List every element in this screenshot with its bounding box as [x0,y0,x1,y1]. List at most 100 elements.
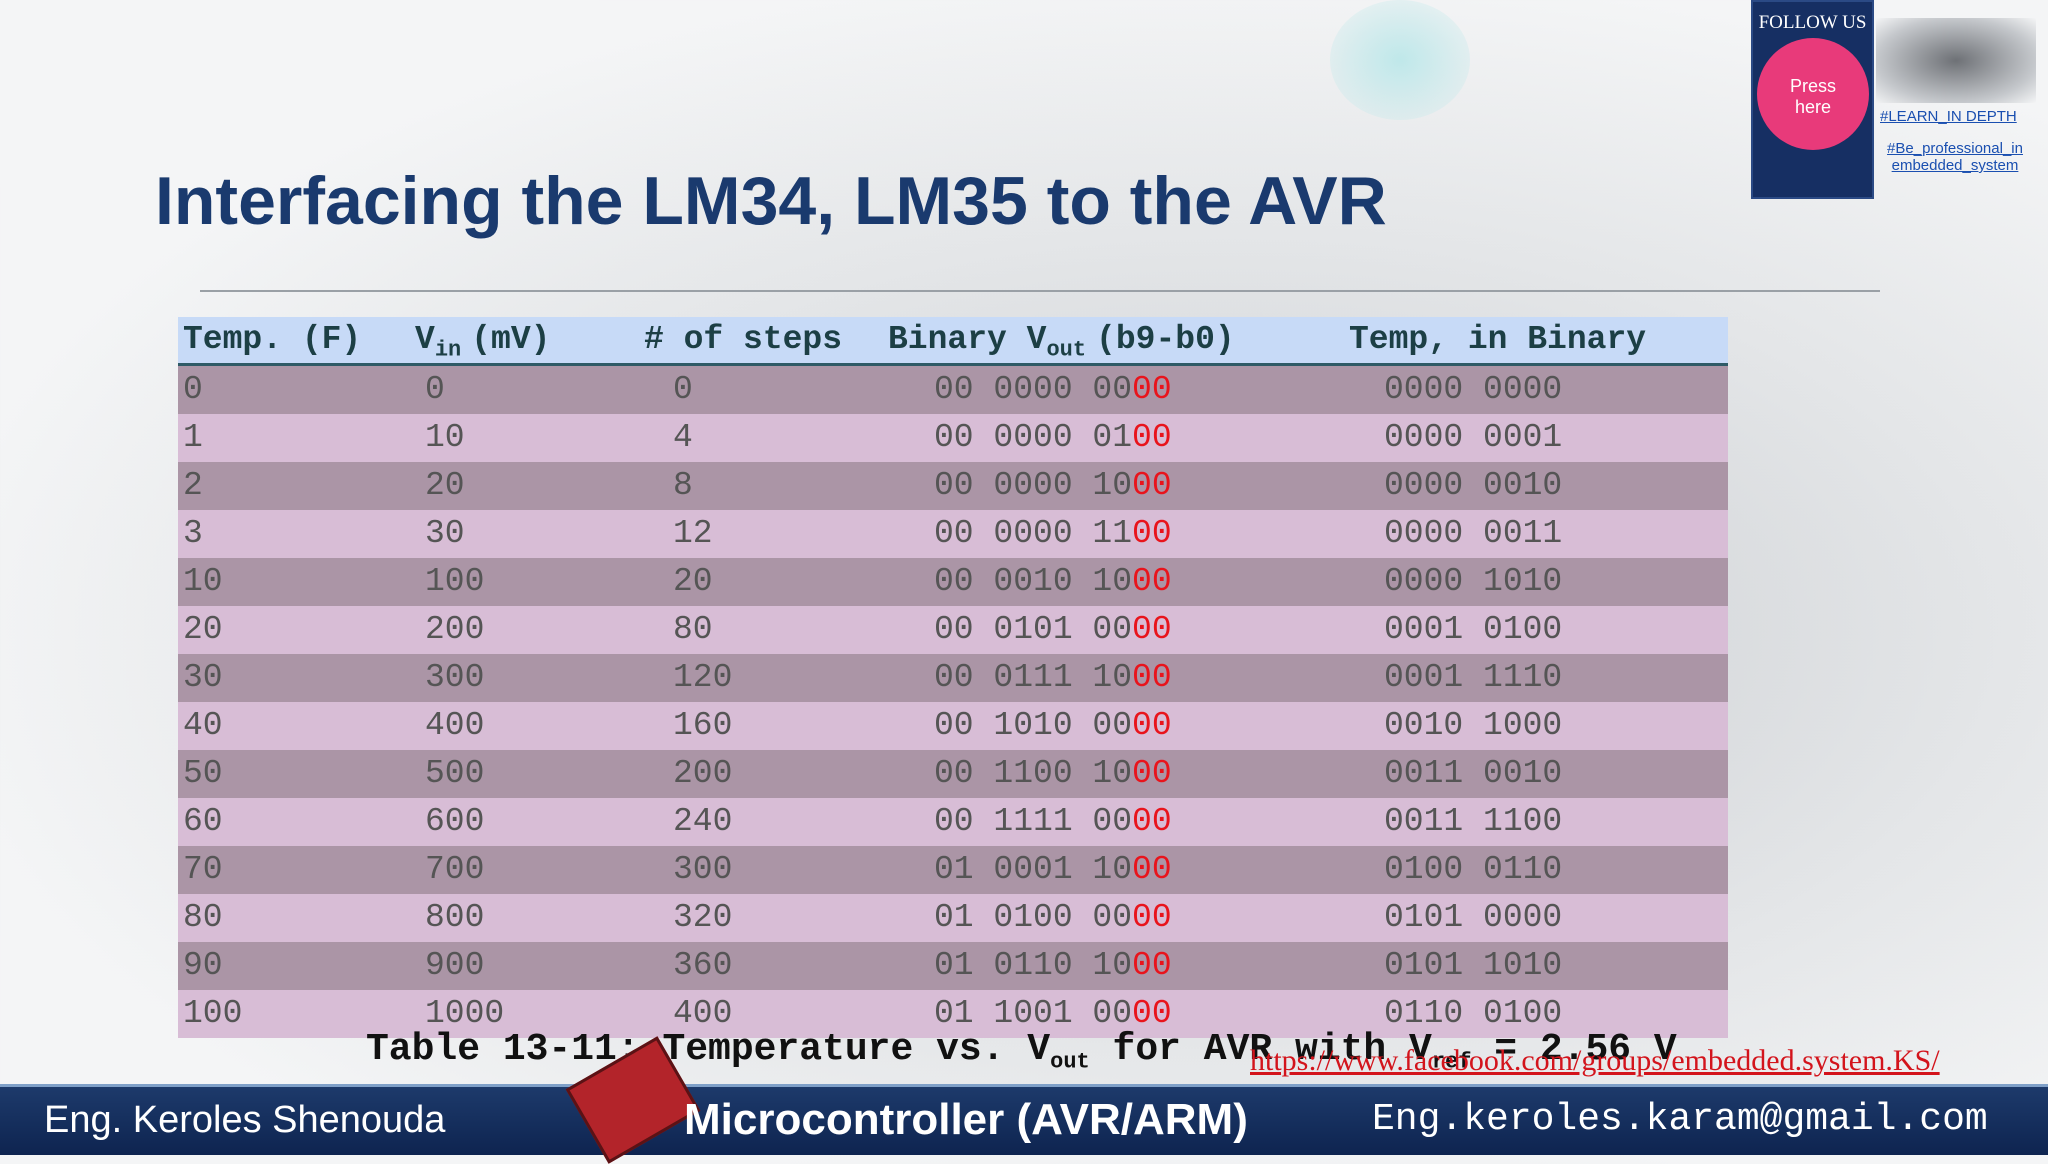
binary-low: 00 [1132,947,1172,984]
follow-widget[interactable]: FOLLOW US Press here [1751,0,1874,199]
follow-heading: FOLLOW US [1758,12,1867,33]
table-cell: 0110 0100 [1384,995,1563,1032]
table-cell: 8 [673,467,693,504]
table-cell: 20 [425,467,465,504]
binary-high: 01 0001 10 [934,851,1133,888]
table-cell: 00 1100 1000 [934,750,1172,798]
table-row: 1 10 4 00 0000 0100 0000 0001 [178,414,1728,462]
press-button[interactable]: Press here [1757,38,1869,150]
caption-text: = 2.56 V [1494,1028,1677,1071]
table-cell: 80 [183,899,223,936]
binary-low: 00 [1132,419,1172,456]
table-row: 20 200 80 00 0101 0000 0001 0100 [178,606,1728,654]
table-cell: 0 [183,371,203,408]
binary-low: 00 [1132,803,1172,840]
header-sub: out [1046,337,1087,363]
table-cell: 01 1001 0000 [934,990,1172,1038]
table-cell: 360 [673,947,733,984]
header-cell: Temp, in Binary [1349,321,1647,358]
group-link[interactable]: https://www.facebook.com/groups/embedded… [1250,1044,1940,1077]
binary-high: 01 0110 10 [934,947,1133,984]
table-cell: 0000 0000 [1384,371,1563,408]
table-cell: 2 [183,467,203,504]
binary-low: 00 [1132,851,1172,888]
header-text: V [415,321,435,358]
table-cell: 20 [673,563,713,600]
table-cell: 10 [425,419,465,456]
binary-high: 00 1010 00 [934,707,1133,744]
table-cell: 400 [673,995,733,1032]
header-text: (b9-b0) [1096,321,1235,358]
table-row: 100 1000 400 01 1001 0000 0110 0100 [178,990,1728,1038]
header-text: (mV) [471,321,551,358]
table-cell: 0001 1110 [1384,659,1563,696]
footer-bar: Eng. Keroles Shenouda Microcontroller (A… [0,1036,2048,1164]
table-cell: 00 0000 0100 [934,414,1172,462]
table-cell: 01 0001 1000 [934,846,1172,894]
table-row: 10 100 20 00 0010 1000 0000 1010 [178,558,1728,606]
binary-low: 00 [1132,515,1172,552]
binary-high: 00 0000 11 [934,515,1133,552]
table-cell: 800 [425,899,485,936]
header-cell: Vin (mV) [415,317,550,374]
table-row: 3 30 12 00 0000 1100 0000 0011 [178,510,1728,558]
binary-low: 00 [1132,659,1172,696]
table-cell: 0011 1100 [1384,803,1563,840]
binary-low: 00 [1132,995,1172,1032]
email: Eng.keroles.karam@gmail.com [1372,1098,1988,1141]
table-cell: 60 [183,803,223,840]
table-cell: 0 [425,371,445,408]
binary-high: 00 0010 10 [934,563,1133,600]
header-text: Binary V [888,321,1047,358]
tag-link[interactable]: #LEARN_IN DEPTH [1880,108,2017,125]
header-sub: in [434,337,462,363]
caption-sub: out [1050,1049,1090,1075]
tag-link[interactable]: #Be_professional_in embedded_system [1887,140,2023,174]
table-row: 50 500 200 00 1100 1000 0011 0010 [178,750,1728,798]
table-cell: 0000 0010 [1384,467,1563,504]
data-table: Temp. (F) Vin (mV) # of steps Binary Vout (b9… [178,317,1728,1038]
table-cell: 240 [673,803,733,840]
course: Microcontroller (AVR/ARM) [684,1095,1248,1144]
header-cell: Temp. (F) [183,321,362,358]
table-cell: 320 [673,899,733,936]
binary-low: 00 [1132,707,1172,744]
binary-high: 00 0000 00 [934,371,1133,408]
binary-high: 01 1001 00 [934,995,1133,1032]
binary-low: 00 [1132,899,1172,936]
binary-high: 01 0100 00 [934,899,1133,936]
table-cell: 00 0111 1000 [934,654,1172,702]
table-cell: 90 [183,947,223,984]
table-row: 40 400 160 00 1010 0000 0010 1000 [178,702,1728,750]
table-cell: 100 [183,995,243,1032]
table-cell: 0 [673,371,693,408]
table-cell: 200 [425,611,485,648]
table-cell: 00 0000 0000 [934,366,1172,414]
table-cell: 30 [183,659,223,696]
table-cell: 200 [673,755,733,792]
table-row: 60 600 240 00 1111 0000 0011 1100 [178,798,1728,846]
binary-low: 00 [1132,563,1172,600]
table-cell: 160 [673,707,733,744]
table-cell: 00 0101 0000 [934,606,1172,654]
table-cell: 40 [183,707,223,744]
binary-low: 00 [1132,611,1172,648]
table-cell: 3 [183,515,203,552]
table-cell: 0100 0110 [1384,851,1563,888]
caption-text: for AVR with V [1112,1028,1432,1071]
table-row: 2 20 8 00 0000 1000 0000 0010 [178,462,1728,510]
table-cell: 1000 [425,995,505,1032]
table-row: 30 300 120 00 0111 1000 0001 1110 [178,654,1728,702]
table-cell: 70 [183,851,223,888]
table-cell: 30 [425,515,465,552]
table-cell: 00 0000 1000 [934,462,1172,510]
table-cell: 900 [425,947,485,984]
header-cell: Binary Vout (b9-b0) [888,317,1235,374]
binary-high: 00 1111 00 [934,803,1133,840]
binary-low: 00 [1132,371,1172,408]
table-cell: 1 [183,419,203,456]
header-cell: # of steps [644,321,843,358]
table-cell: 01 0110 1000 [934,942,1172,990]
table-row: 80 800 320 01 0100 0000 0101 0000 [178,894,1728,942]
